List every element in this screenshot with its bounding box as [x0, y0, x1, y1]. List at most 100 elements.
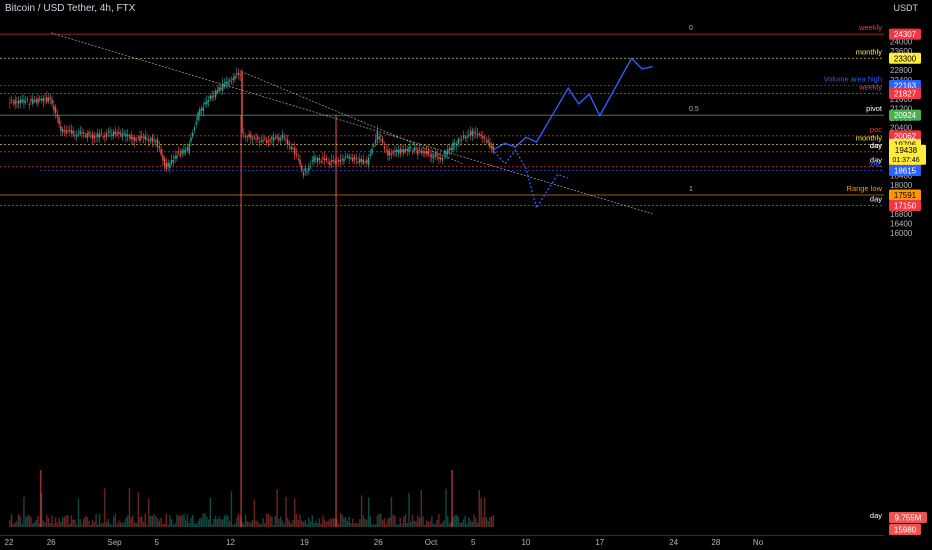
volume-bar [272, 524, 275, 527]
candle-body [299, 159, 301, 165]
candle-body [469, 131, 472, 136]
candle-body [207, 100, 210, 102]
volume-bar [308, 517, 310, 527]
candle-body [304, 167, 306, 172]
level-badge [889, 164, 921, 176]
volume-bar [383, 517, 386, 527]
volume-bar [169, 515, 171, 527]
candle-body [374, 139, 377, 144]
price-tick-label: 21200 [890, 105, 913, 114]
candle-body [51, 99, 53, 104]
candle-body [190, 137, 192, 142]
level-badge [889, 52, 921, 64]
volume-bar [111, 524, 113, 527]
candle-body [97, 133, 99, 138]
volume-bar [295, 513, 298, 527]
volume-bar [415, 520, 417, 527]
volume-bar [10, 514, 13, 527]
candle-body [44, 98, 46, 100]
volume-bar [220, 519, 222, 527]
volume-bar [12, 524, 15, 527]
candle-body [264, 138, 266, 140]
volume-bar [39, 523, 41, 527]
volume-bar [63, 516, 66, 527]
volume-bar [77, 498, 80, 527]
time-axis: 22 26 Sep 5 12 19 26 Oct 5 10 17 24 28 No [0, 535, 884, 547]
candle-body [401, 149, 403, 153]
volume-bar [262, 518, 264, 527]
candle-body [35, 99, 37, 102]
volume-bar [132, 515, 134, 527]
candle-body [346, 155, 349, 157]
candle-body [53, 105, 55, 111]
candle-body [248, 134, 250, 137]
volume-bar [334, 518, 336, 527]
volume-bar [267, 514, 270, 527]
candle-body [420, 150, 423, 153]
candle-body [471, 130, 474, 137]
candle-body [350, 157, 352, 159]
volume-bar [436, 519, 438, 527]
volume-bar [304, 520, 306, 527]
trend-line [240, 71, 463, 164]
candle-body [408, 146, 410, 152]
candle-body [443, 152, 445, 155]
volume-bar [65, 515, 67, 527]
candle-body [33, 100, 36, 102]
candle-body [218, 87, 220, 92]
candle-body [93, 135, 95, 139]
candle-body [403, 149, 405, 154]
candle-body [308, 167, 310, 171]
candle-body [172, 160, 175, 163]
candle-body [42, 97, 44, 102]
volume-bar [53, 523, 55, 527]
volume-bar [70, 515, 73, 527]
volume-bar [420, 489, 423, 527]
volume-bar [343, 517, 345, 527]
volume-bar [144, 513, 146, 527]
candle-body [475, 132, 477, 134]
candle-body [75, 135, 78, 137]
volume-bar [91, 519, 94, 527]
candle-body [160, 148, 162, 155]
candle-body [109, 131, 111, 133]
candle-body [125, 134, 127, 137]
candle-body [116, 132, 118, 135]
time-tick-label: 12 [226, 538, 235, 547]
candle-body [464, 137, 466, 139]
volume-badge-text: 15980 [894, 526, 917, 535]
candle-body [236, 73, 238, 75]
candle-body [177, 151, 180, 153]
volume-bar [316, 523, 319, 527]
candle-body [265, 139, 268, 143]
candle-body [388, 152, 391, 156]
volume-bar [107, 518, 110, 527]
candle-body [202, 107, 204, 112]
volume-bar [192, 514, 194, 527]
candle-body [466, 136, 468, 138]
volume-bar [332, 517, 335, 527]
time-tick-label: No [753, 538, 764, 547]
volume-bar [278, 519, 280, 527]
candle-body [220, 87, 222, 90]
candle-body [279, 138, 282, 140]
candle-body [185, 149, 187, 152]
candle-body [162, 155, 164, 161]
candle-body [309, 166, 312, 168]
candle-body [98, 133, 101, 138]
level-badge-text: 20062 [894, 132, 917, 141]
volume-bar [123, 521, 125, 527]
time-tick-label: 17 [595, 538, 604, 547]
time-tick-label: Sep [107, 538, 122, 547]
candle-body [394, 150, 396, 153]
fib-label: 0.5 [689, 106, 699, 113]
volume-bar [276, 489, 278, 527]
candle-body [330, 159, 333, 162]
candle-body [112, 131, 115, 136]
volume-bar [431, 516, 433, 527]
volume-bar [341, 514, 343, 527]
candle-body [74, 134, 76, 136]
price-tick-label: 18000 [890, 181, 913, 190]
volume-bar [177, 515, 180, 527]
